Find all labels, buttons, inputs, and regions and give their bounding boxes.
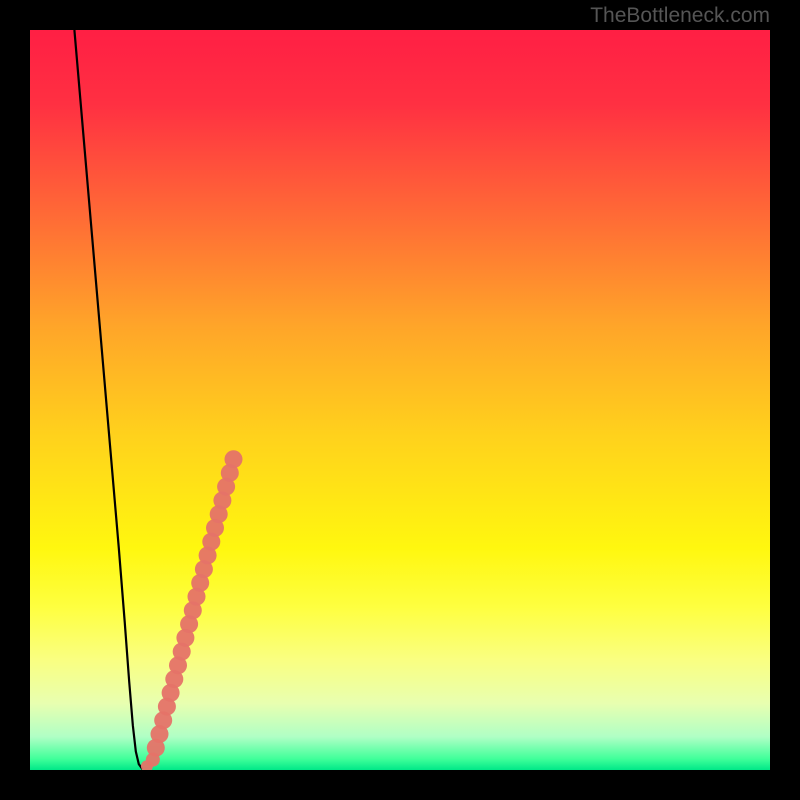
frame-border-left	[0, 0, 30, 800]
chart-frame: TheBottleneck.com	[0, 0, 800, 800]
frame-border-right	[770, 0, 800, 800]
plot-area	[30, 30, 770, 770]
chart-svg	[30, 30, 770, 770]
watermark-text: TheBottleneck.com	[590, 4, 770, 28]
frame-border-bottom	[0, 770, 800, 800]
